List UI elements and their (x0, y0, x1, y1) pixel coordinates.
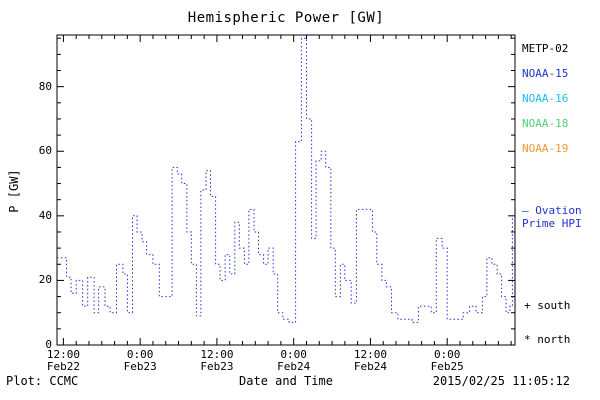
hpi-step-line (57, 37, 515, 323)
y-tick-label: 40 (38, 208, 52, 222)
legend-item-noaa-15: NOAA-15 (522, 67, 569, 80)
x-tick-time: 0:00 (126, 348, 154, 361)
x-tick-label: 0:00 Feb24 (264, 349, 324, 373)
chart-title: Hemispheric Power [GW] (187, 10, 385, 26)
plot-frame (56, 34, 516, 346)
y-tick-label: 60 (38, 144, 52, 158)
south-marker-label: + south (524, 299, 571, 312)
y-tick-label: 20 (38, 273, 52, 287)
x-tick-label: 0:00 Feb23 (110, 349, 170, 373)
x-tick-time: 0:00 (433, 348, 461, 361)
x-tick-date: Feb24 (277, 360, 311, 373)
x-axis-label: Date and Time (239, 374, 333, 388)
y-tick-label: 80 (38, 79, 52, 93)
x-tick-date: Feb23 (123, 360, 157, 373)
ovation-series-label: – Ovation Prime HPI (522, 204, 582, 230)
x-tick-date: Feb22 (46, 360, 80, 373)
plot-credit: Plot: CCMC (6, 374, 79, 388)
x-tick-date: Feb25 (430, 360, 464, 373)
legend-item-metp-02: METP-02 (522, 42, 569, 55)
north-marker-label: * north (524, 333, 571, 346)
x-tick-label: 12:00 Feb22 (33, 349, 93, 373)
x-tick-date: Feb24 (353, 360, 387, 373)
x-tick-time: 12:00 (353, 348, 387, 361)
x-tick-time: 12:00 (46, 348, 80, 361)
x-tick-time: 0:00 (280, 348, 307, 361)
x-tick-time: 12:00 (200, 348, 234, 361)
ovation-label-line1: – Ovation (522, 204, 582, 217)
x-tick-date: Feb23 (200, 360, 234, 373)
y-tick-label: 0 (45, 338, 52, 351)
plot-timestamp: 2015/02/25 11:05:12 (432, 374, 570, 388)
legend-item-noaa-19: NOAA-19 (522, 142, 569, 155)
x-tick-label: 0:00 Feb25 (417, 349, 477, 373)
legend-item-noaa-18: NOAA-18 (522, 117, 569, 130)
x-tick-label: 12:00 Feb24 (340, 349, 400, 373)
ovation-label-line2: Prime HPI (522, 217, 582, 230)
legend-item-noaa-16: NOAA-16 (522, 92, 569, 105)
x-tick-label: 12:00 Feb23 (187, 349, 247, 373)
